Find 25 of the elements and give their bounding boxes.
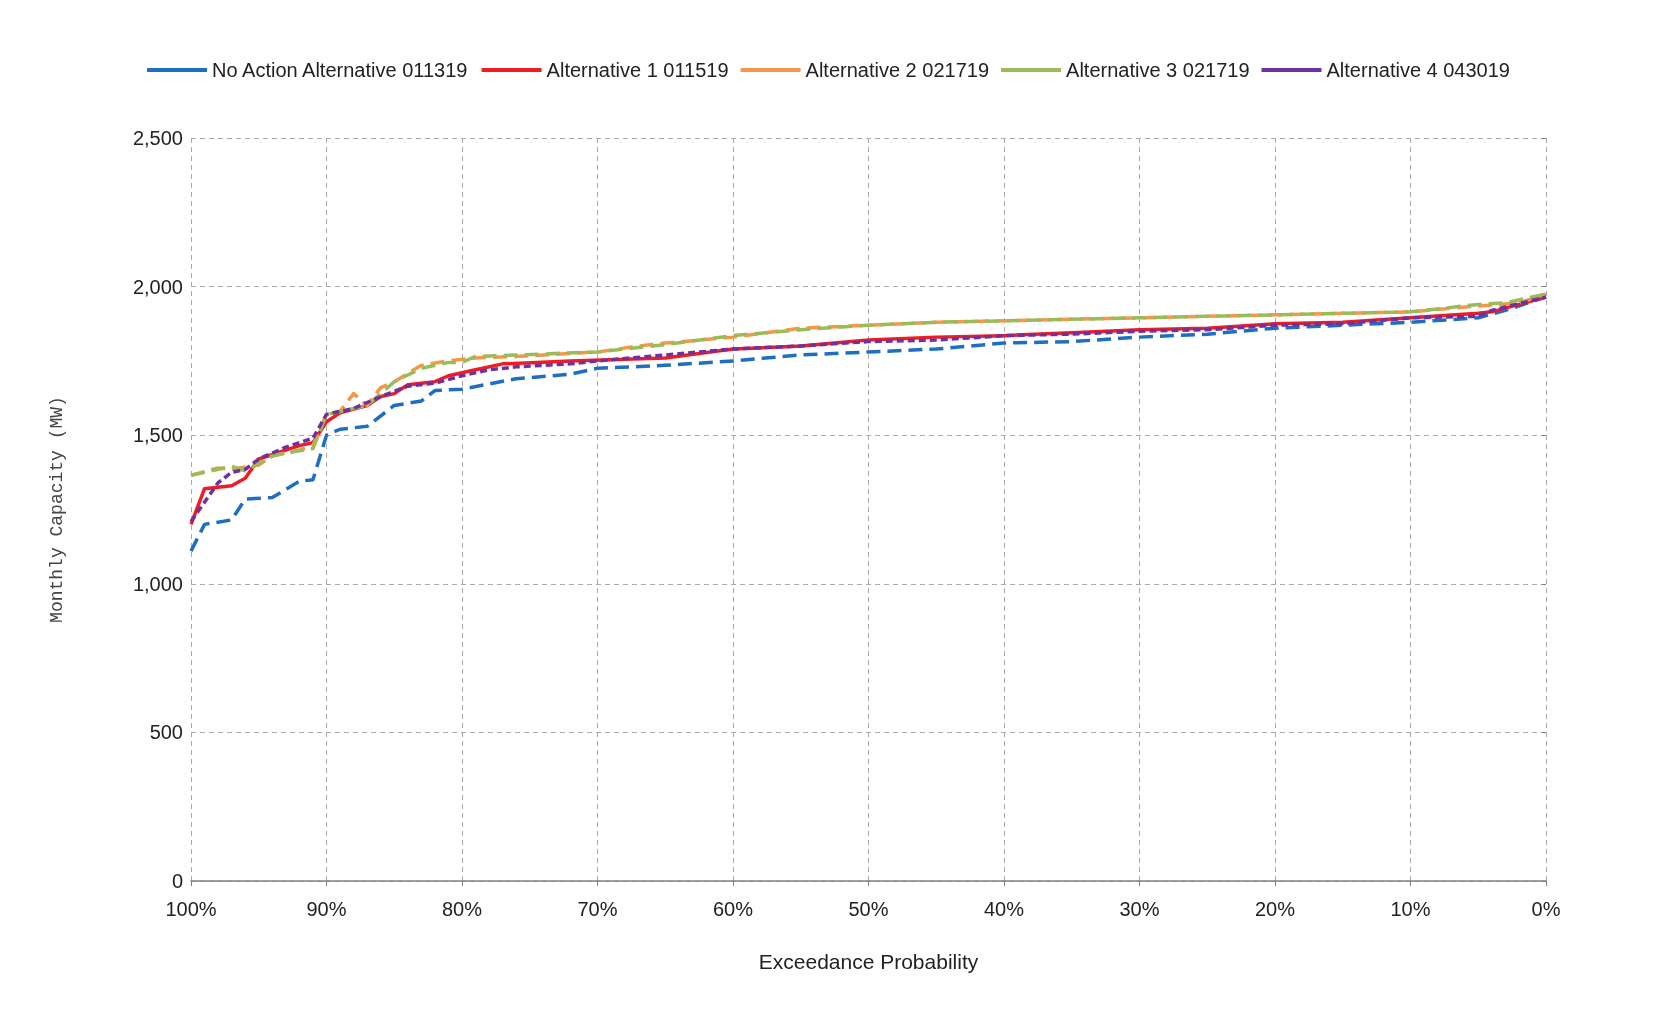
x-tick-label: 50% — [848, 898, 889, 920]
y-tick-label: 1,000 — [132, 572, 183, 595]
line-series — [189, 292, 1548, 478]
y-tick-label: 0 — [171, 870, 183, 892]
y-tick-label: 500 — [149, 721, 183, 744]
legend-label: No Action Alternative 011319 — [212, 59, 468, 81]
legend-label: Alternative 3 021719 — [1066, 59, 1250, 81]
y-tick-label: 1,500 — [132, 424, 183, 447]
x-tick-label: 70% — [577, 898, 618, 920]
x-tick-label: 90% — [306, 898, 347, 920]
x-tick-label: 60% — [712, 898, 754, 920]
y-axis-title: Monthly Capacity (MW) — [47, 396, 67, 623]
x-tick-label: 30% — [1119, 898, 1160, 920]
x-axis-title: Exceedance Probability — [758, 950, 979, 973]
x-tick-label: 40% — [983, 898, 1025, 920]
x-tick-label: 100% — [165, 898, 217, 920]
y-tick-label: 2,000 — [132, 275, 183, 298]
x-tick-label: 0% — [1531, 898, 1561, 920]
x-tick-label: 10% — [1390, 898, 1431, 920]
x-tick-label: 20% — [1254, 898, 1296, 920]
legend-label: Alternative 4 043019 — [1326, 59, 1510, 81]
x-tick-label: 80% — [441, 898, 483, 920]
legend-label: Alternative 2 021719 — [805, 59, 990, 81]
legend-label: Alternative 1 011519 — [546, 59, 729, 81]
y-tick-label: 2,500 — [132, 127, 183, 149]
